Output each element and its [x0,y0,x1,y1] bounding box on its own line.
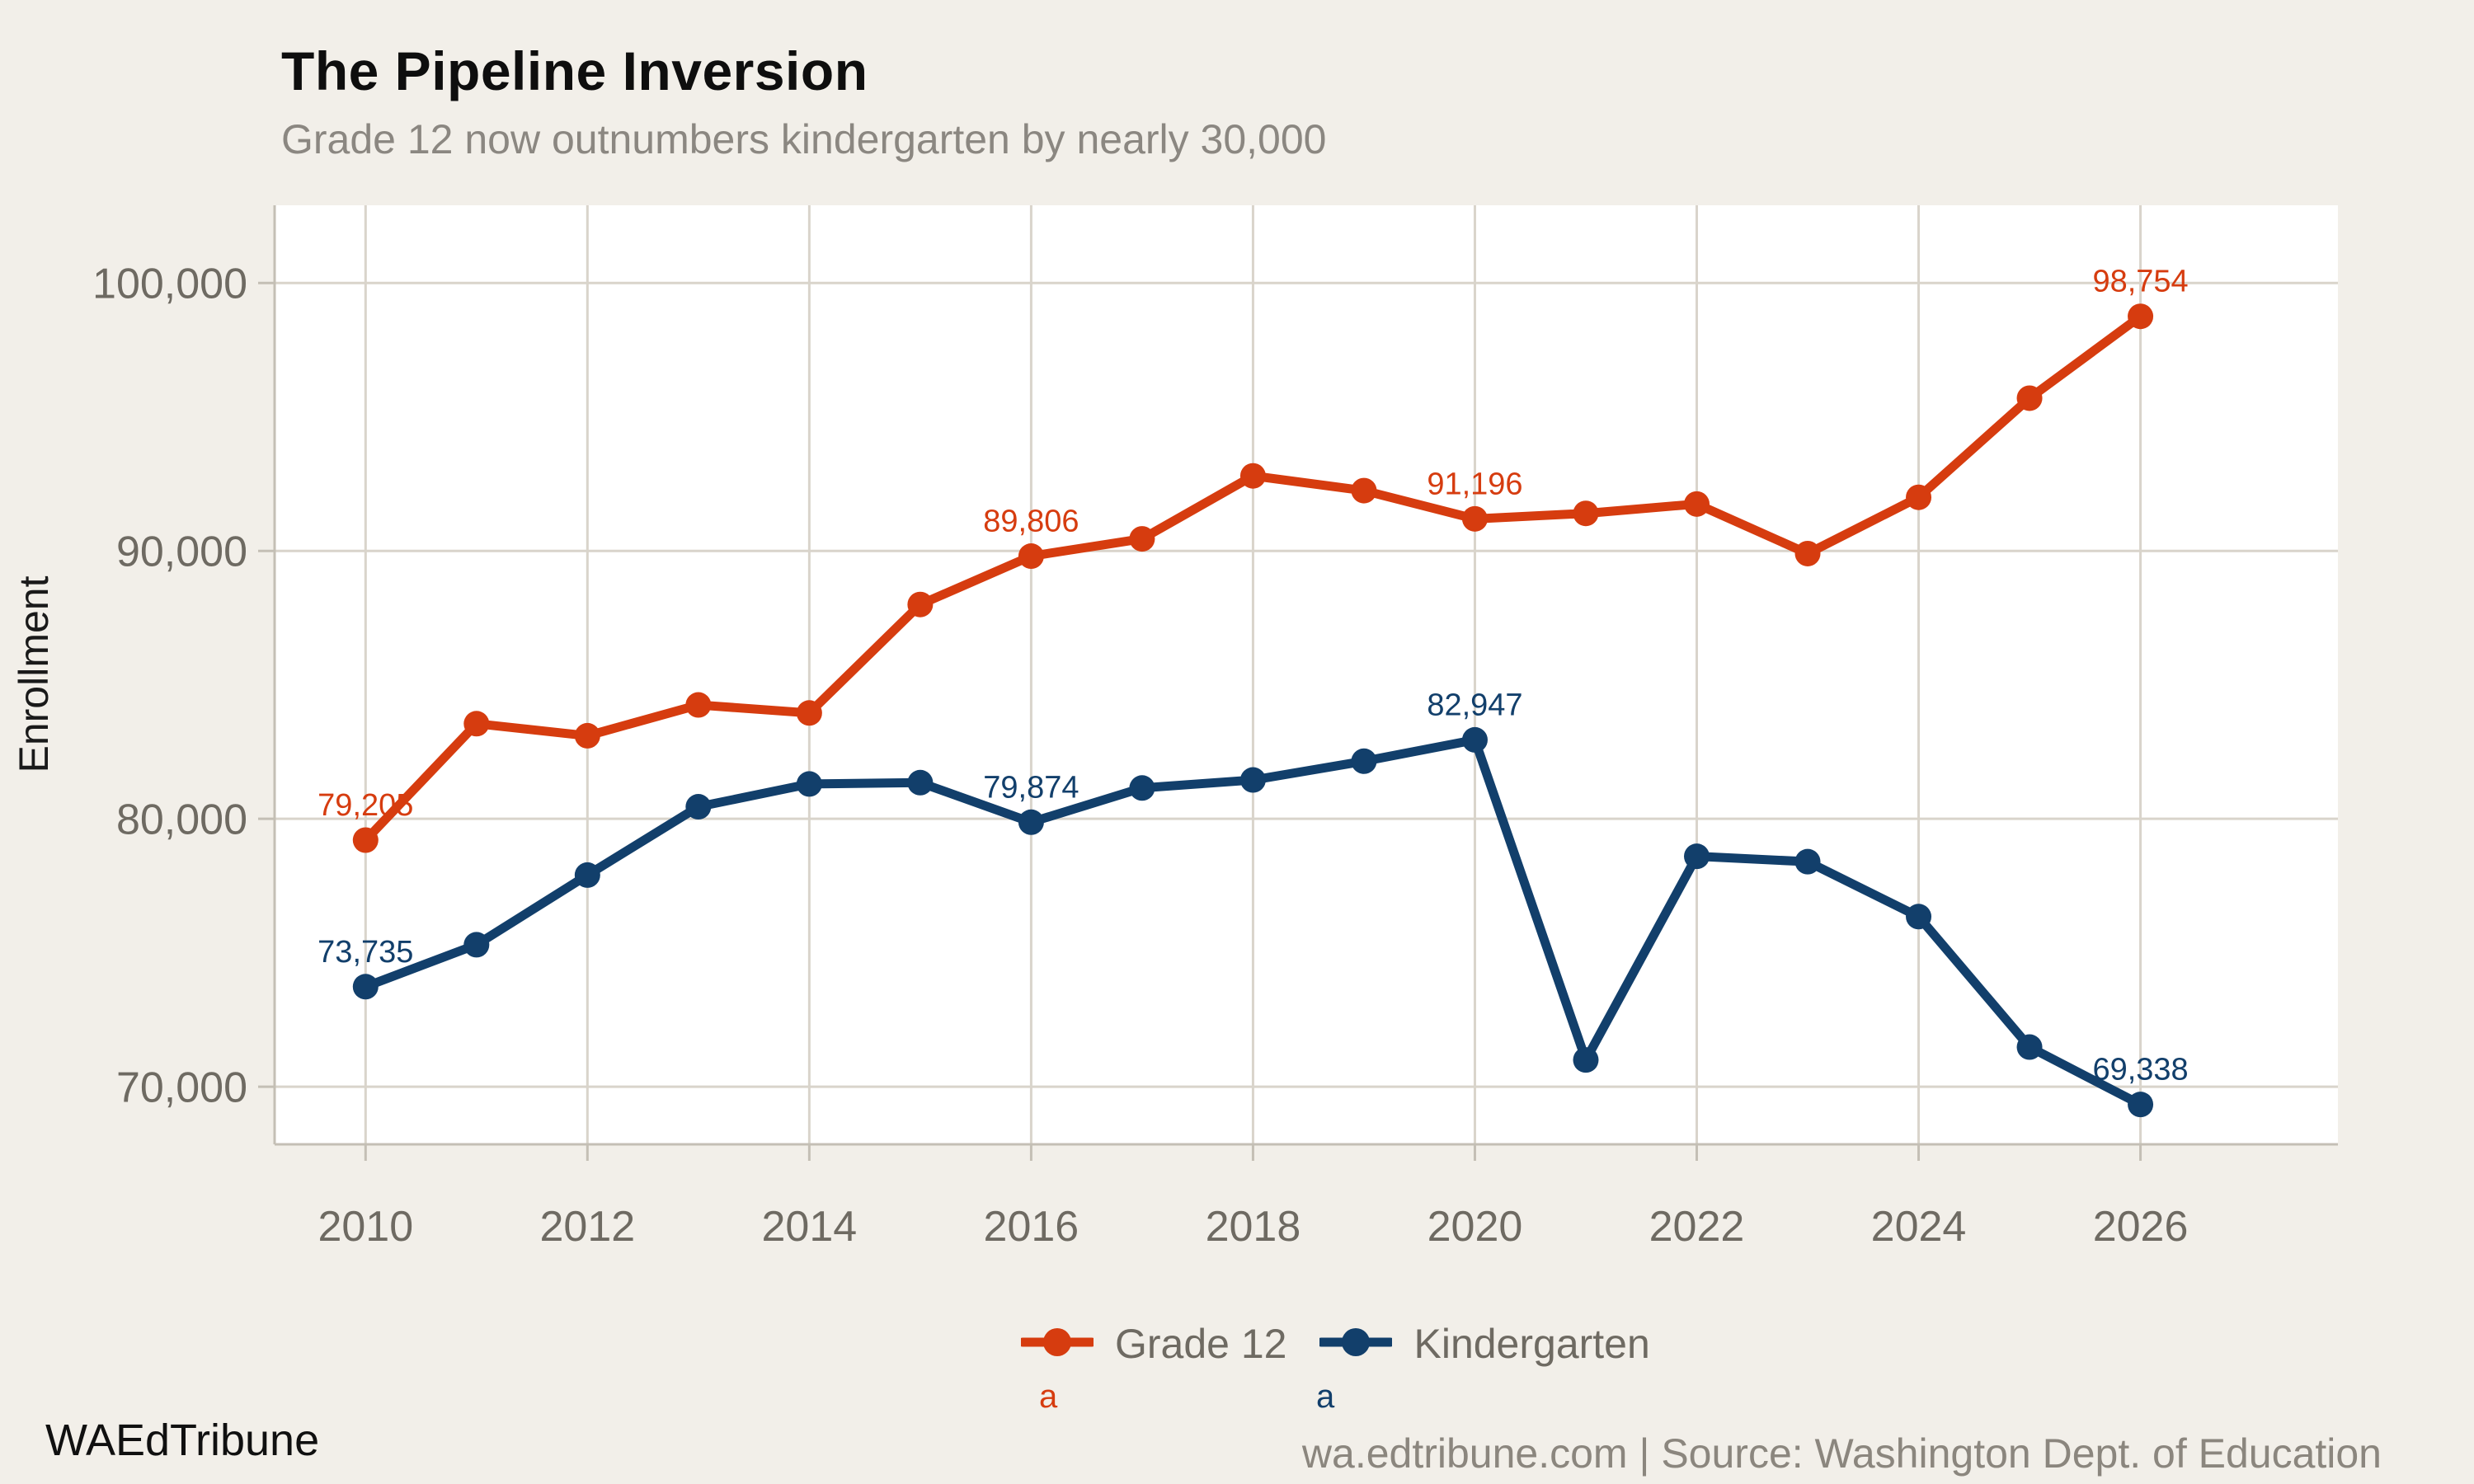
x-tick-label: 2012 [539,1203,635,1251]
data-point-kindergarten [1906,904,1932,930]
data-point-grade12 [1461,505,1488,532]
data-point-kindergarten [2016,1034,2043,1060]
data-point-kindergarten [685,794,712,820]
page-title: The Pipeline Inversion [281,40,868,101]
data-point-grade12 [796,700,822,726]
data-point-grade12 [1129,526,1155,552]
x-tick-label: 2016 [984,1203,1079,1251]
x-tick-label: 2018 [1206,1203,1301,1251]
legend-label-kindergarten: Kindergarten [1413,1321,1650,1367]
data-point-kindergarten [1573,1047,1599,1073]
data-point-kindergarten [1351,748,1377,774]
data-point-grade12 [1351,477,1377,504]
data-point-kindergarten [1683,843,1710,870]
data-point-grade12 [907,591,934,618]
data-point-kindergarten [2128,1092,2154,1118]
point-value-label: 91,196 [1427,467,1522,501]
data-point-grade12 [1018,543,1044,570]
point-value-label: 89,806 [983,505,1079,539]
data-point-grade12 [1683,491,1710,517]
data-point-kindergarten [1018,809,1044,835]
y-axis-title: Enrollment [11,575,57,773]
data-point-grade12 [574,722,600,749]
point-value-label: 79,874 [983,770,1079,805]
data-point-kindergarten [1239,767,1266,793]
y-tick-label: 80,000 [116,796,247,843]
data-point-kindergarten [1461,726,1488,753]
point-value-label: 69,338 [2092,1053,2188,1087]
x-tick-label: 2024 [1871,1203,1967,1251]
data-point-kindergarten [1794,848,1821,875]
y-tick-label: 90,000 [116,528,247,575]
brand-text: WAEdTribune [45,1416,320,1465]
data-point-grade12 [352,827,379,853]
data-point-grade12 [685,692,712,718]
data-point-grade12 [1239,463,1266,489]
data-point-grade12 [1573,500,1599,527]
point-value-label: 98,754 [2092,265,2188,299]
source-attribution: wa.edtribune.com | Source: Washington De… [1301,1430,2382,1477]
point-value-label: 82,947 [1427,688,1522,722]
data-point-kindergarten [574,862,600,888]
page-subtitle: Grade 12 now outnumbers kindergarten by … [281,116,1327,162]
x-tick-label: 2020 [1427,1203,1523,1251]
data-point-grade12 [2128,303,2154,330]
data-point-grade12 [2016,385,2043,411]
legend-a-glyph-grade12: a [1039,1378,1058,1415]
legend-label-grade12: Grade 12 [1115,1321,1287,1367]
y-tick-label: 70,000 [116,1064,247,1111]
x-tick-label: 2014 [762,1203,858,1251]
legend-item-kindergarten: Kindergarten [1316,1320,1650,1368]
data-point-kindergarten [796,771,822,797]
plot-panel [275,205,2338,1144]
x-tick-label: 2022 [1649,1203,1745,1251]
chart-legend: Grade 12 Kindergarten [1018,1313,1650,1375]
y-tick-label: 100,000 [92,260,247,308]
data-point-kindergarten [1129,775,1155,801]
x-tick-label: 2026 [2093,1203,2189,1251]
kindergarten-key-icon [1316,1324,1395,1364]
data-point-kindergarten [352,974,379,1000]
data-point-grade12 [1794,540,1821,566]
data-point-grade12 [463,711,490,737]
x-tick-label: 2010 [317,1203,413,1251]
grade12-key-icon [1018,1324,1097,1364]
point-value-label: 79,205 [317,788,413,823]
data-point-kindergarten [463,932,490,958]
data-point-kindergarten [907,769,934,796]
legend-a-glyph-kindergarten: a [1316,1378,1335,1415]
point-value-label: 73,735 [317,935,413,970]
data-point-grade12 [1906,484,1932,510]
legend-item-grade12: Grade 12 [1018,1320,1287,1368]
